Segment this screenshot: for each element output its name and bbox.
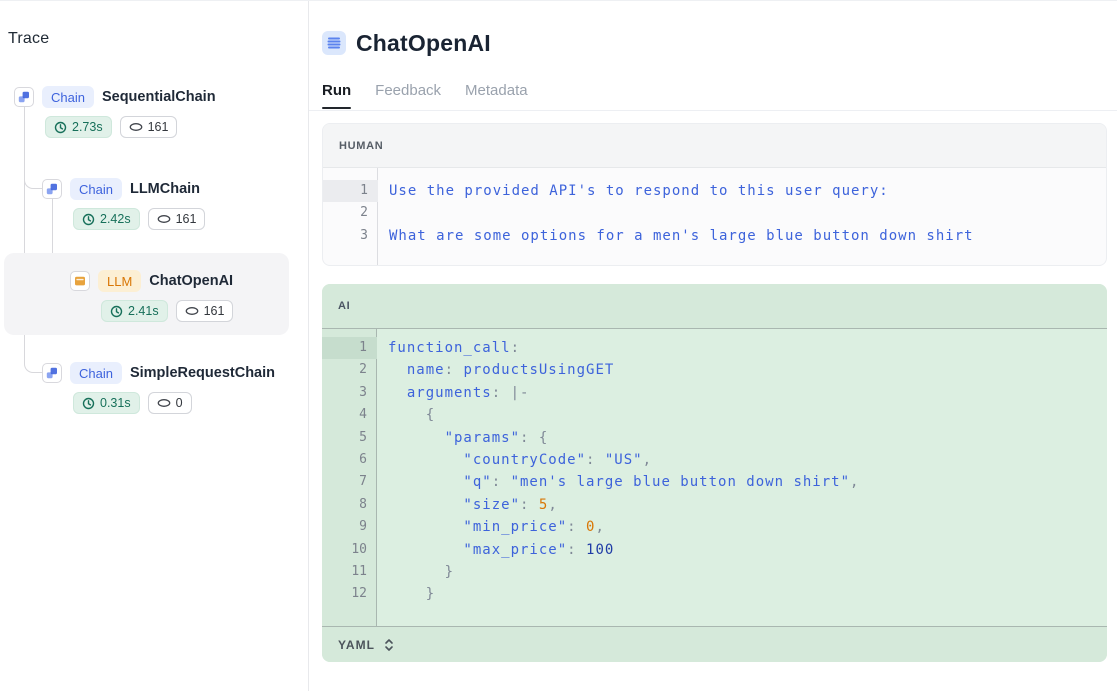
ai-code-block: 1 function_call: 2 name: productsUsingGET 3…: [322, 329, 1107, 626]
code-line: 4 {: [322, 404, 1107, 426]
code-line: 11 }: [322, 561, 1107, 583]
node-type-badge: Chain: [70, 362, 122, 384]
code-line: 8 "size": 5,: [322, 494, 1107, 516]
up-down-chevron-icon: [385, 638, 393, 651]
chain-icon: [14, 87, 34, 107]
latency-badge: 2.73s: [45, 116, 112, 138]
tab-feedback[interactable]: Feedback: [375, 82, 442, 99]
clock-icon: [54, 121, 67, 133]
chain-icon: [42, 363, 62, 383]
code-line: 2: [323, 202, 1106, 224]
clock-icon: [82, 397, 95, 409]
trace-node-simplerequestchain[interactable]: Chain SimpleRequestChain 0.31s 0: [42, 362, 275, 414]
tab-metadata[interactable]: Metadata: [465, 82, 528, 99]
latency-badge: 0.31s: [73, 392, 140, 414]
code-line: 12 }: [322, 583, 1107, 605]
trace-node-llmchain[interactable]: Chain LLMChain 2.42s 161: [42, 178, 206, 230]
trace-panel: Trace Chain SequentialChain 2.73s 161: [0, 1, 308, 691]
line-number: 2: [360, 205, 368, 221]
node-name: SequentialChain: [101, 89, 216, 105]
human-message-card: HUMAN 1 Use the provided API's to respond…: [322, 123, 1107, 266]
tree-connector: [24, 107, 42, 373]
line-number-gutter: [323, 168, 378, 265]
line-number: 3: [360, 227, 368, 243]
token-count-badge: 161: [175, 300, 234, 322]
line-number: 11: [351, 563, 367, 579]
latency-badge: 2.42s: [73, 208, 140, 230]
node-type-badge: Chain: [70, 178, 122, 200]
page-title: ChatOpenAI: [356, 30, 491, 56]
token-count-badge: 161: [147, 208, 206, 230]
node-name: SimpleRequestChain: [129, 365, 275, 381]
line-number: 9: [359, 519, 367, 535]
clock-icon: [110, 305, 123, 317]
trace-panel-title: Trace: [8, 30, 50, 47]
trace-node-chatopenai[interactable]: LLM ChatOpenAI 2.41s 161: [70, 270, 234, 322]
token-count-badge: 161: [119, 116, 178, 138]
code-line: 6 "countryCode": "US",: [322, 449, 1107, 471]
ai-message-card: AI 1 function_call: 2 name: productsUsingG…: [322, 284, 1107, 662]
line-number: 12: [351, 586, 367, 602]
code-line: 2 name: productsUsingGET: [322, 359, 1107, 381]
chain-icon: [42, 179, 62, 199]
code-line: 10 "max_price": 100: [322, 539, 1107, 561]
code-line: 5 "params": {: [322, 427, 1107, 449]
token-coin-icon: [157, 215, 170, 223]
format-selector[interactable]: YAML: [322, 626, 1107, 662]
section-header: HUMAN: [323, 124, 1106, 168]
node-type-badge: Chain: [42, 86, 94, 108]
human-code-block: 1 Use the provided API's to respond to th…: [323, 168, 1106, 265]
tab-run[interactable]: Run: [322, 81, 352, 109]
code-line: 3 What are some options for a men's large…: [323, 225, 1106, 247]
line-number: 10: [351, 541, 367, 557]
token-coin-icon: [185, 307, 198, 315]
node-name: ChatOpenAI: [149, 273, 234, 289]
line-number: 2: [359, 362, 367, 378]
token-coin-icon: [129, 123, 142, 131]
line-number: 5: [359, 429, 367, 445]
latency-badge: 2.41s: [101, 300, 168, 322]
clock-icon: [82, 213, 95, 225]
line-number: 4: [359, 407, 367, 423]
line-number: 1: [323, 180, 378, 203]
format-selector-label: YAML: [338, 637, 375, 652]
node-type-badge: LLM: [98, 270, 142, 292]
line-number: 8: [359, 496, 367, 512]
line-number-gutter: [322, 329, 377, 626]
line-number: 7: [359, 474, 367, 490]
panel-divider: [308, 1, 309, 691]
line-number: 3: [359, 384, 367, 400]
code-line: 1 Use the provided API's to respond to th…: [323, 180, 1106, 203]
code-line: 3 arguments: |-: [322, 382, 1107, 404]
node-name: LLMChain: [129, 181, 201, 197]
token-count-badge: 0: [147, 392, 192, 414]
code-line: 9 "min_price": 0,: [322, 516, 1107, 538]
line-number: 1: [322, 337, 377, 360]
tab-bar: Run Feedback Metadata: [309, 81, 1117, 111]
code-line: 1 function_call:: [322, 337, 1107, 360]
token-coin-icon: [157, 399, 170, 407]
code-line: 7 "q": "men's large blue button down shi…: [322, 471, 1107, 493]
messages-list-icon: [322, 31, 346, 55]
line-number: 6: [359, 451, 367, 467]
section-header: AI: [322, 284, 1107, 329]
llm-icon: [70, 271, 90, 291]
trace-node-sequentialchain[interactable]: Chain SequentialChain 2.73s 161: [14, 86, 216, 138]
